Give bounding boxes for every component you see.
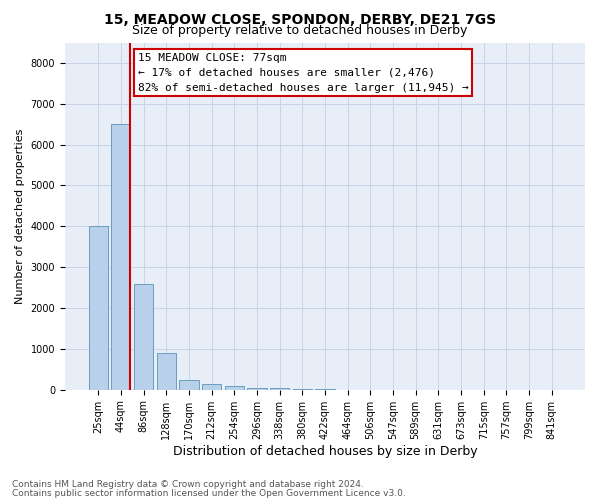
- Text: Size of property relative to detached houses in Derby: Size of property relative to detached ho…: [133, 24, 467, 37]
- Bar: [111, 124, 130, 390]
- Bar: [293, 389, 312, 390]
- Bar: [89, 226, 108, 390]
- Bar: [270, 388, 289, 390]
- Bar: [247, 388, 266, 390]
- Bar: [157, 353, 176, 390]
- Y-axis label: Number of detached properties: Number of detached properties: [15, 128, 25, 304]
- Bar: [202, 384, 221, 390]
- Text: 15 MEADOW CLOSE: 77sqm
← 17% of detached houses are smaller (2,476)
82% of semi-: 15 MEADOW CLOSE: 77sqm ← 17% of detached…: [138, 53, 469, 92]
- Text: Contains HM Land Registry data © Crown copyright and database right 2024.: Contains HM Land Registry data © Crown c…: [12, 480, 364, 489]
- Text: 15, MEADOW CLOSE, SPONDON, DERBY, DE21 7GS: 15, MEADOW CLOSE, SPONDON, DERBY, DE21 7…: [104, 12, 496, 26]
- Text: Contains public sector information licensed under the Open Government Licence v3: Contains public sector information licen…: [12, 490, 406, 498]
- Bar: [179, 380, 199, 390]
- X-axis label: Distribution of detached houses by size in Derby: Distribution of detached houses by size …: [173, 444, 477, 458]
- Bar: [134, 284, 153, 390]
- Bar: [224, 386, 244, 390]
